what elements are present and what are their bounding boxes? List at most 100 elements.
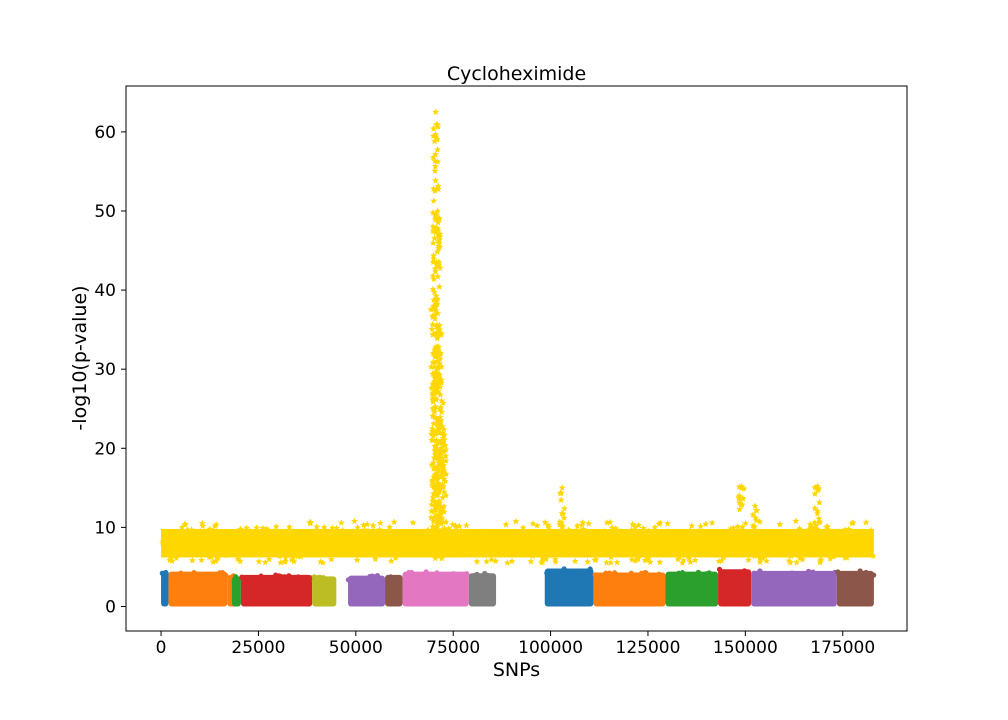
- peak-top-star: [432, 108, 440, 115]
- data-point-star: [752, 541, 759, 548]
- data-point-star: [558, 524, 566, 531]
- data-point-star: [815, 535, 823, 542]
- data-point-star: [591, 556, 599, 564]
- data-point-star: [862, 544, 870, 551]
- data-point-star: [434, 237, 442, 245]
- data-point-star: [502, 521, 510, 528]
- data-point-star: [639, 524, 647, 532]
- data-point-star: [286, 541, 293, 549]
- chart-title: Cycloheximide: [447, 63, 586, 85]
- data-point-star: [434, 146, 441, 153]
- data-point-star: [745, 539, 753, 547]
- data-point-star: [563, 541, 571, 549]
- data-point-star: [434, 522, 442, 530]
- data-point: [676, 570, 682, 576]
- data-point-star: [435, 216, 443, 223]
- data-point-star: [859, 543, 867, 551]
- data-point: [286, 573, 292, 579]
- data-point-star: [433, 492, 441, 499]
- data-point-star: [582, 529, 589, 536]
- data-point-star: [687, 558, 694, 565]
- data-point-star: [428, 482, 436, 489]
- data-point-star: [556, 489, 564, 497]
- data-point: [345, 577, 351, 583]
- data-point-star: [661, 542, 669, 549]
- data-point-star: [824, 526, 831, 533]
- data-point-star: [848, 519, 856, 527]
- data-point-star: [702, 547, 709, 554]
- data-point-star: [431, 162, 439, 170]
- data-point-star: [469, 542, 477, 550]
- data-point-star: [442, 452, 450, 460]
- data-point-star: [351, 548, 358, 556]
- data-point-star: [464, 551, 472, 558]
- data-point-star: [178, 537, 186, 544]
- data-point-star: [843, 535, 851, 542]
- data-point-star: [831, 530, 839, 537]
- data-point-star: [556, 518, 564, 525]
- data-point: [374, 573, 381, 579]
- data-point-star: [508, 557, 516, 565]
- data-point-star: [235, 544, 243, 551]
- data-point-star: [811, 504, 819, 512]
- data-point-band: [312, 576, 337, 607]
- data-point-star: [432, 214, 440, 222]
- data-point-star: [452, 522, 459, 529]
- data-point-star: [585, 551, 593, 559]
- data-point-star: [731, 539, 739, 546]
- data-point-star: [414, 533, 421, 540]
- data-point-star: [578, 526, 586, 534]
- x-tick-label: 75000: [426, 638, 480, 658]
- data-point-star: [433, 300, 441, 307]
- data-point: [295, 574, 301, 580]
- data-point-band: [593, 572, 666, 607]
- data-point-star: [355, 548, 363, 555]
- data-point-star: [765, 542, 773, 550]
- data-point-star: [836, 542, 844, 550]
- chromosome-segment: [665, 569, 719, 607]
- data-point-star: [478, 528, 486, 535]
- data-point-star: [862, 518, 870, 526]
- data-point-star: [412, 541, 420, 549]
- data-point-star: [428, 430, 435, 437]
- data-point: [648, 574, 654, 581]
- data-point-star: [797, 550, 805, 557]
- data-point-star: [434, 487, 442, 494]
- data-point-star: [436, 552, 444, 559]
- data-point-star: [369, 526, 377, 534]
- data-point-star: [430, 406, 438, 413]
- data-point-star: [752, 514, 760, 521]
- data-point-star: [715, 544, 723, 551]
- data-point-star: [281, 558, 289, 565]
- data-point-star: [434, 347, 441, 354]
- data-point-star: [429, 535, 437, 543]
- chromosome-segment: [468, 570, 497, 607]
- data-point-star: [669, 539, 677, 546]
- data-point-star: [628, 547, 635, 555]
- data-point: [239, 574, 245, 580]
- data-point-star: [657, 531, 665, 539]
- data-point-star: [483, 558, 490, 565]
- data-point-star: [641, 556, 649, 564]
- data-point-star: [608, 524, 616, 531]
- data-point-star: [812, 522, 820, 529]
- data-point: [861, 574, 867, 581]
- data-point-star: [442, 491, 450, 499]
- data-point: [656, 571, 662, 577]
- data-point-star: [276, 552, 284, 560]
- data-point-star: [787, 531, 795, 539]
- data-point-star: [827, 547, 835, 554]
- data-point-star: [656, 558, 664, 566]
- data-point-star: [796, 526, 804, 534]
- data-point-star: [823, 523, 831, 531]
- data-point-star: [430, 517, 437, 525]
- data-point-star: [176, 550, 183, 557]
- data-point-star: [259, 524, 267, 532]
- data-point-star: [212, 557, 220, 564]
- data-point-star: [279, 530, 287, 537]
- data-point: [605, 575, 611, 582]
- data-point-star: [442, 530, 449, 537]
- data-point-star: [740, 485, 748, 492]
- data-point-star: [519, 524, 527, 531]
- data-point: [408, 575, 414, 581]
